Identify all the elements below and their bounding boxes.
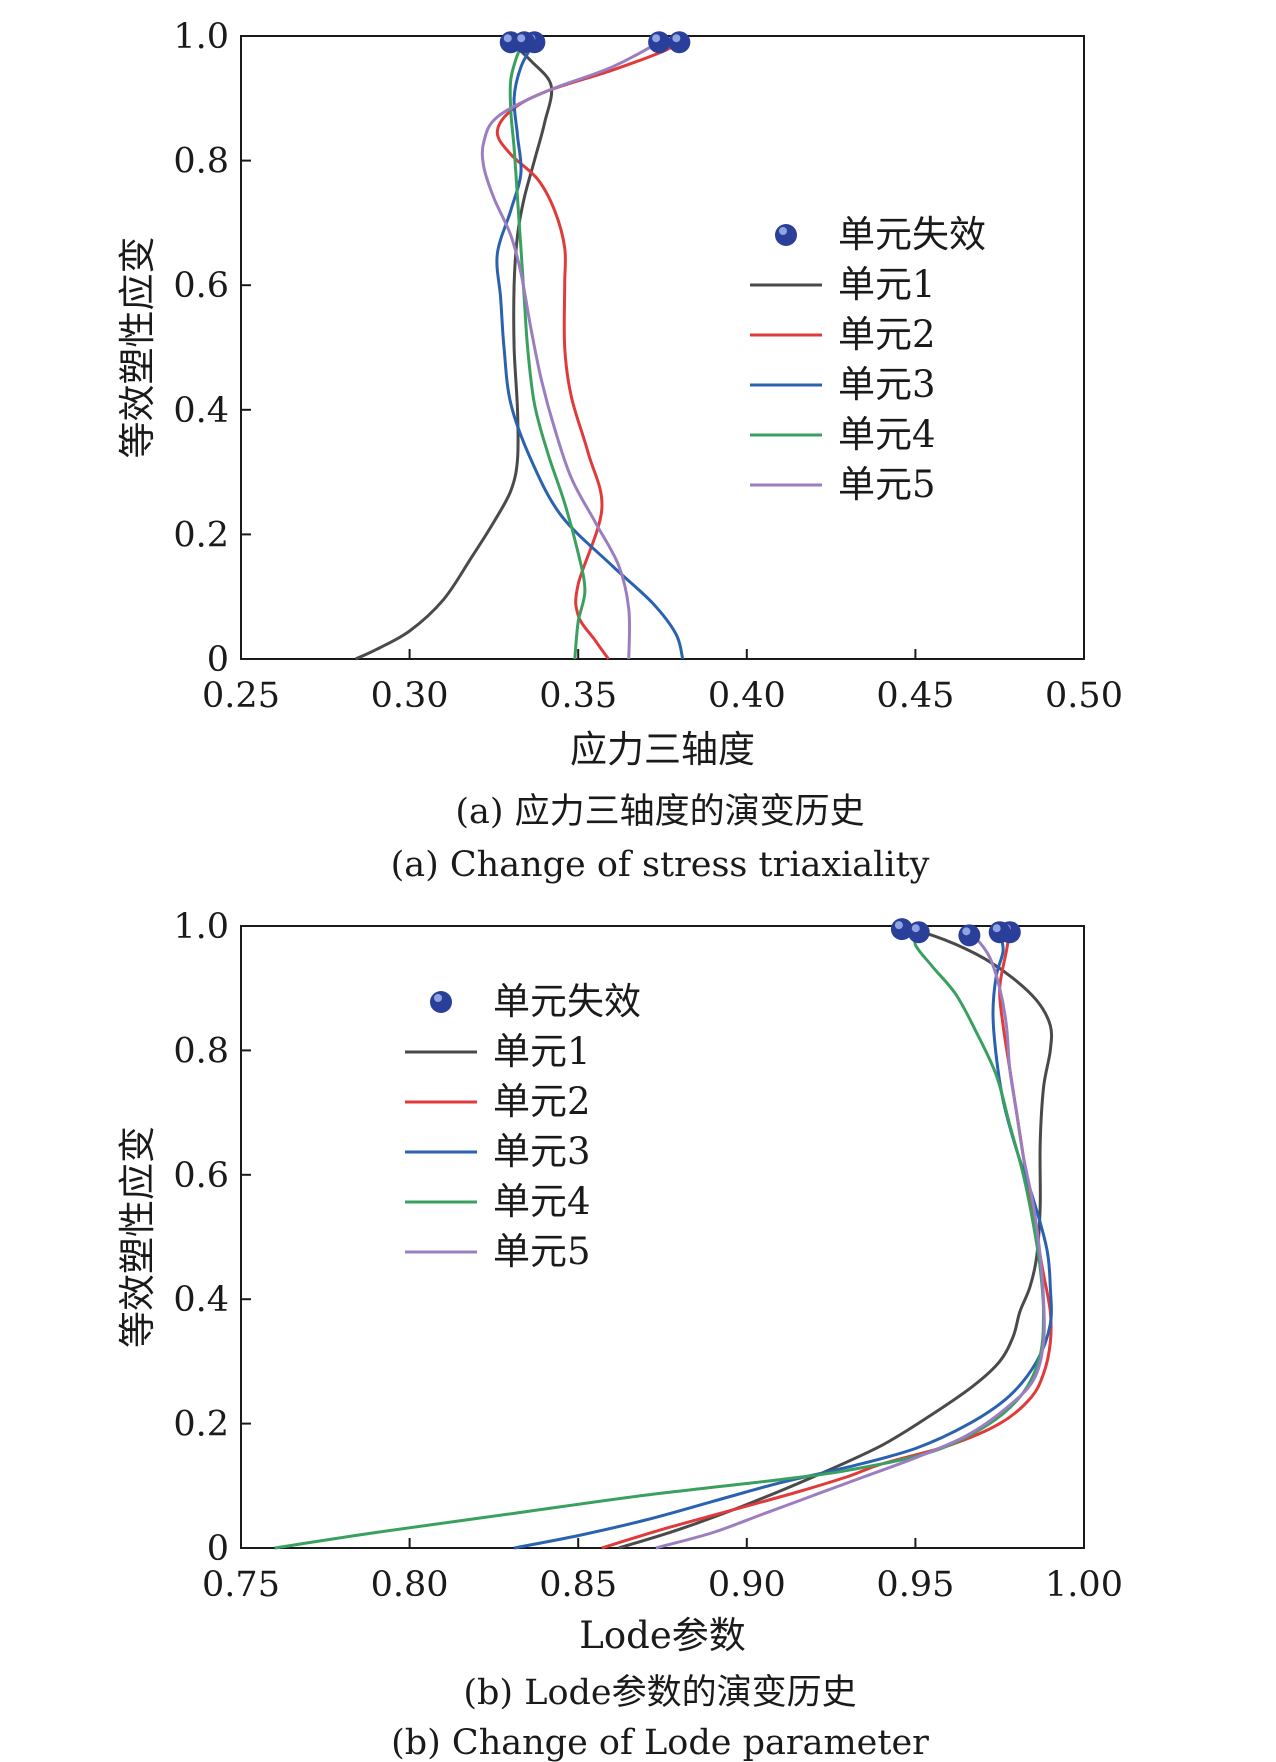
x-tick-label: 0.40 bbox=[708, 676, 786, 716]
x-tick-label: 0.45 bbox=[876, 676, 954, 716]
failure-point-highlight bbox=[962, 927, 971, 936]
legend-label-5: 单元5 bbox=[838, 463, 936, 506]
x-tick-label: 0.75 bbox=[202, 1565, 280, 1605]
y-axis-label: 等效塑性应变 bbox=[116, 1126, 159, 1348]
legend-failure-highlight bbox=[779, 227, 787, 235]
failure-point-highlight bbox=[992, 924, 1001, 933]
x-tick-label: 1.00 bbox=[1045, 1565, 1123, 1605]
legend-failure-label: 单元失效 bbox=[838, 213, 986, 256]
legend-label-1: 单元1 bbox=[493, 1030, 591, 1073]
x-axis-label: 应力三轴度 bbox=[570, 728, 755, 771]
legend-failure-highlight bbox=[434, 994, 442, 1002]
failure-point-highlight bbox=[911, 924, 920, 933]
x-tick-label: 0.35 bbox=[539, 676, 617, 716]
x-tick-label: 0.95 bbox=[876, 1565, 954, 1605]
y-tick-label: 0.8 bbox=[173, 142, 229, 182]
series-line-4 bbox=[274, 931, 1046, 1550]
caption-en: (b) Change of Lode parameter bbox=[391, 1723, 929, 1762]
y-tick-label: 0.2 bbox=[173, 515, 229, 555]
x-tick-label: 0.50 bbox=[1045, 676, 1123, 716]
chart-a: 0.25 0.30 0.35 0.40 0.45 0.50 0 0.2 0.4 0.6 0.8 1.0… bbox=[116, 17, 1123, 885]
chart-b: 0.75 0.80 0.85 0.90 0.95 1.00 0 0.2 0.4 0.6 0.8 1.0… bbox=[116, 907, 1123, 1762]
series-line-5 bbox=[480, 40, 660, 660]
y-tick-label: 0.2 bbox=[173, 1405, 229, 1445]
failure-point-highlight bbox=[672, 34, 681, 43]
series-line-1 bbox=[354, 41, 554, 661]
legend-label-2: 单元2 bbox=[493, 1080, 591, 1123]
caption-en: (a) Change of stress triaxiality bbox=[391, 845, 930, 885]
y-axis-label: 等效塑性应变 bbox=[116, 237, 159, 459]
plot-frame bbox=[240, 925, 1085, 1549]
series-line-4 bbox=[508, 41, 587, 660]
failure-point-highlight bbox=[652, 34, 661, 43]
y-tick-label: 0.6 bbox=[173, 1156, 229, 1196]
failure-point-4 bbox=[907, 921, 930, 944]
y-tick-label: 0.6 bbox=[173, 266, 229, 306]
legend-failure-label: 单元失效 bbox=[493, 980, 641, 1023]
y-tick-label: 0 bbox=[207, 640, 229, 680]
y-tick-label: 0 bbox=[207, 1529, 229, 1569]
series-line-2 bbox=[495, 40, 681, 660]
failure-point-3 bbox=[988, 921, 1011, 944]
legend-label-4: 单元4 bbox=[493, 1180, 591, 1223]
x-axis-label: Lode参数 bbox=[579, 1614, 745, 1657]
legend-label-3: 单元3 bbox=[493, 1130, 591, 1173]
failure-point-2 bbox=[668, 31, 691, 54]
legend-label-1: 单元1 bbox=[838, 263, 936, 306]
failure-point-highlight bbox=[503, 34, 512, 43]
series-line-1 bbox=[618, 927, 1054, 1550]
legend-label-3: 单元3 bbox=[838, 363, 936, 406]
legend-label-5: 单元5 bbox=[493, 1230, 591, 1273]
x-tick-label: 0.80 bbox=[371, 1565, 449, 1605]
series-line-5 bbox=[655, 933, 1046, 1550]
legend-label-4: 单元4 bbox=[838, 413, 936, 456]
y-tick-label: 0.8 bbox=[173, 1031, 229, 1071]
failure-point-highlight bbox=[894, 921, 903, 930]
legend-failure-marker bbox=[430, 991, 452, 1013]
y-tick-label: 1.0 bbox=[173, 907, 229, 947]
caption-cn: (a) 应力三轴度的演变历史 bbox=[455, 792, 864, 832]
y-tick-label: 0.4 bbox=[173, 1280, 229, 1320]
y-tick-label: 0.4 bbox=[173, 391, 229, 431]
x-tick-label: 0.85 bbox=[539, 1565, 617, 1605]
series-line-3 bbox=[495, 41, 685, 660]
legend-label-2: 单元2 bbox=[838, 313, 936, 356]
plot-frame bbox=[240, 35, 1085, 660]
failure-point-5 bbox=[648, 31, 671, 54]
x-tick-label: 0.30 bbox=[371, 676, 449, 716]
legend-failure-marker bbox=[775, 224, 797, 246]
series-line-2 bbox=[601, 931, 1053, 1550]
series-line-3 bbox=[513, 931, 1053, 1550]
failure-point-5 bbox=[958, 924, 981, 947]
failure-point-highlight bbox=[517, 34, 526, 43]
x-tick-label: 0.25 bbox=[202, 676, 280, 716]
failure-point-4 bbox=[513, 31, 536, 54]
caption-cn: (b) Lode参数的演变历史 bbox=[463, 1673, 856, 1713]
y-tick-label: 1.0 bbox=[173, 17, 229, 57]
x-tick-label: 0.90 bbox=[708, 1565, 786, 1605]
